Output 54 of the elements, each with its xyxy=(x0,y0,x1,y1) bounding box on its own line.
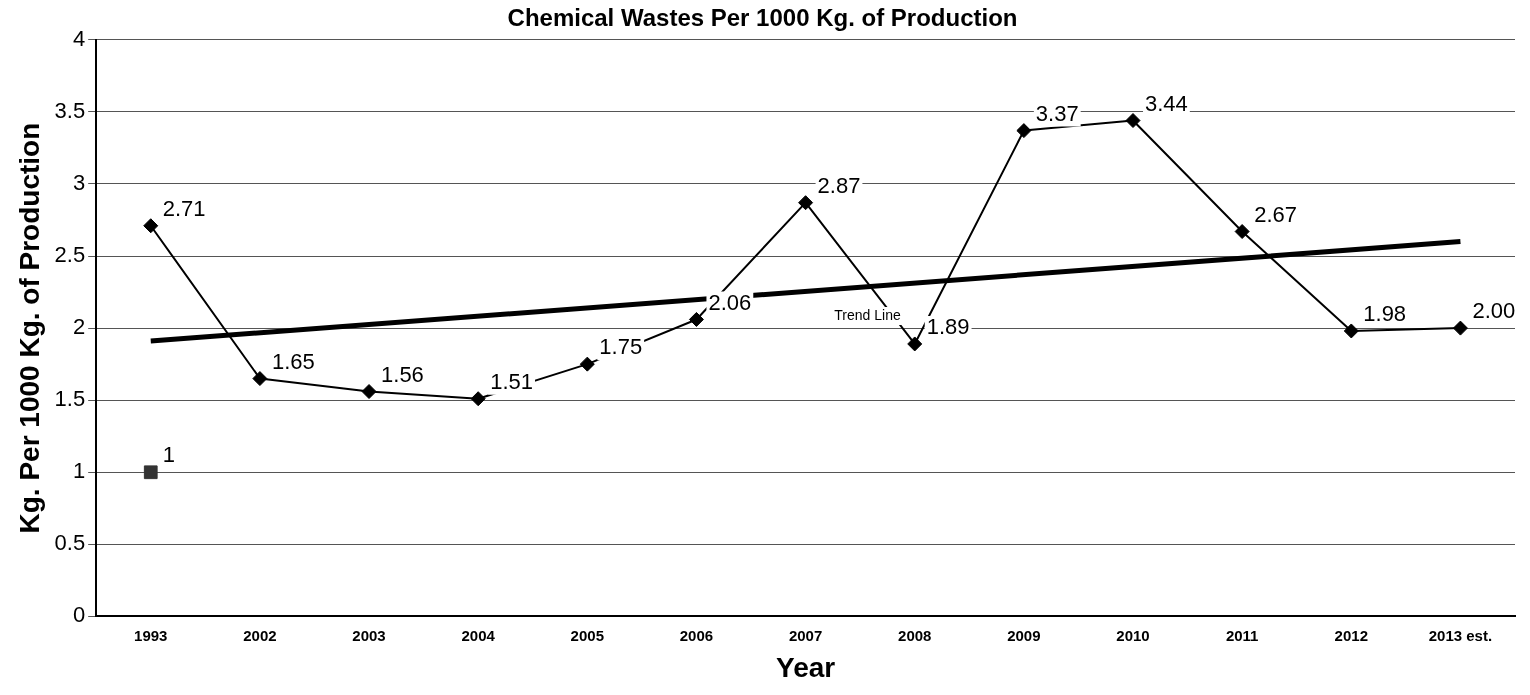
data-label: 2.00 xyxy=(1472,298,1516,324)
y-tick-label: 3 xyxy=(72,170,86,196)
data-label: 1.51 xyxy=(490,368,533,394)
x-tick-label: 2012 xyxy=(1334,626,1368,644)
y-tick-label: 3.5 xyxy=(54,97,86,123)
data-label: 1.75 xyxy=(599,334,643,360)
data-label: 3.44 xyxy=(1145,90,1188,116)
chart-title: Chemical Wastes Per 1000 Kg. of Production xyxy=(507,4,1018,32)
x-tick-label: 2002 xyxy=(243,626,277,644)
point xyxy=(1016,123,1032,139)
x-tick-label: 1993 xyxy=(134,626,168,644)
x-tick-label: 2003 xyxy=(352,626,386,644)
point xyxy=(798,195,814,211)
data-label: 1.89 xyxy=(926,314,970,340)
y-tick-label: 0.5 xyxy=(54,530,86,556)
point xyxy=(143,218,159,234)
y-tick-label: 0 xyxy=(72,602,86,628)
data-label: 1 xyxy=(162,442,175,468)
point xyxy=(688,311,704,327)
series-label: Trend Line xyxy=(834,306,901,323)
point xyxy=(1452,320,1468,336)
x-tick-label: 2006 xyxy=(679,626,714,644)
point xyxy=(361,384,377,400)
x-tick-label: 2008 xyxy=(898,626,932,644)
data-label: 1.65 xyxy=(271,348,315,374)
data-label: 3.37 xyxy=(1035,100,1079,126)
x-tick-label: 2007 xyxy=(788,626,823,644)
y-tick-label: 1.5 xyxy=(54,386,86,412)
data-label: 1.98 xyxy=(1363,301,1407,327)
data-label: 2.06 xyxy=(708,289,752,315)
data-label: 1.56 xyxy=(381,361,424,387)
y-tick-label: 1 xyxy=(72,458,86,484)
x-tick-label: 2009 xyxy=(1007,626,1041,644)
y-tick-label: 4 xyxy=(72,25,86,51)
x-tick-label: 2010 xyxy=(1116,626,1150,644)
y-axis-title: Kg. Per 1000 Kg. of Production xyxy=(13,122,45,534)
data-label: 2.67 xyxy=(1254,201,1297,227)
point xyxy=(143,465,158,480)
y-tick-label: 2 xyxy=(72,314,86,340)
x-tick-label: 2013 est. xyxy=(1428,626,1493,644)
x-tick-label: 2005 xyxy=(570,626,604,644)
point xyxy=(907,336,923,352)
point xyxy=(1343,323,1359,339)
y-tick-label: 2.5 xyxy=(54,242,86,268)
point xyxy=(579,356,595,372)
point xyxy=(252,371,268,387)
x-tick-label: 2011 xyxy=(1225,626,1259,644)
data-label: 2.71 xyxy=(162,195,206,221)
point xyxy=(470,391,486,407)
data-label: 2.87 xyxy=(817,172,861,198)
point xyxy=(1125,113,1141,129)
x-axis-title: Year xyxy=(776,651,836,683)
x-tick-label: 2004 xyxy=(461,626,496,644)
point xyxy=(1234,224,1250,240)
